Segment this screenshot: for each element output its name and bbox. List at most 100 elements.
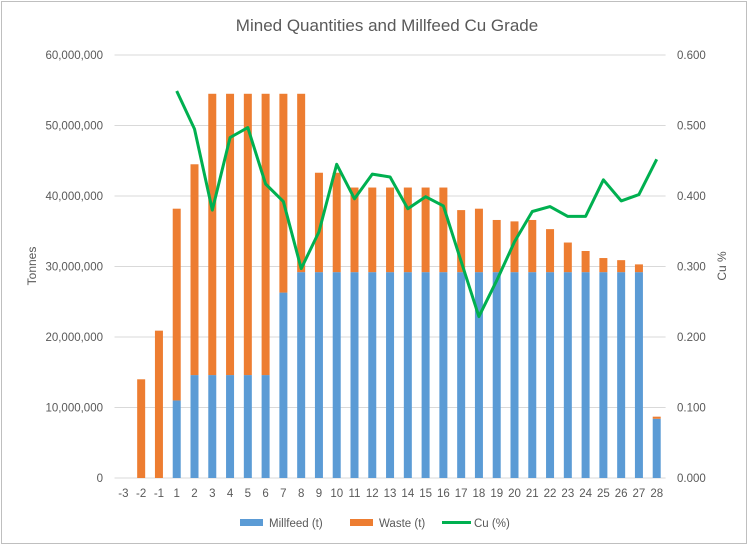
bar-waste	[421, 187, 430, 273]
x-tick-label: 3	[209, 488, 215, 500]
chart-title: Mined Quantities and Millfeed Cu Grade	[236, 16, 538, 35]
bar-millfeed	[439, 272, 448, 478]
bar-millfeed	[403, 272, 412, 478]
x-tick-label: 25	[597, 488, 610, 500]
bar-waste	[634, 264, 643, 273]
x-tick-label: 5	[245, 488, 251, 500]
bar-waste	[617, 260, 626, 273]
bar-waste	[581, 250, 590, 273]
bar-millfeed	[208, 375, 217, 478]
bar-waste	[137, 379, 146, 478]
bar-millfeed	[386, 272, 395, 478]
legend-swatch	[240, 519, 263, 526]
x-tick-label: 10	[330, 488, 343, 500]
bar-millfeed	[261, 375, 270, 478]
bar-waste	[279, 93, 288, 293]
y2-tick-label: 0.400	[677, 191, 706, 203]
bar-waste	[261, 93, 270, 376]
y-tick-label: 50,000,000	[45, 121, 103, 133]
bar-millfeed	[190, 375, 199, 478]
x-tick-label: 15	[419, 488, 432, 500]
bar-millfeed	[279, 292, 288, 478]
bar-waste	[510, 221, 519, 273]
x-tick-label: -2	[136, 488, 146, 500]
x-tick-label: 9	[316, 488, 322, 500]
x-tick-label: 22	[544, 488, 557, 500]
bar-waste	[368, 187, 377, 273]
x-tick-label: 20	[508, 488, 521, 500]
x-tick-label: 23	[561, 488, 574, 500]
bar-waste	[190, 164, 199, 376]
bar-waste	[154, 330, 163, 478]
bar-millfeed	[332, 272, 341, 478]
x-tick-label: 14	[401, 488, 414, 500]
bar-millfeed	[652, 418, 661, 478]
bar-millfeed	[226, 375, 235, 478]
bar-millfeed	[510, 272, 519, 478]
x-tick-label: 19	[490, 488, 503, 500]
bar-millfeed	[634, 272, 643, 478]
x-tick-label: 26	[615, 488, 628, 500]
y2-tick-label: 0.200	[677, 332, 706, 344]
bar-millfeed	[581, 272, 590, 478]
x-tick-label: 13	[384, 488, 397, 500]
y2-tick-label: 0.600	[677, 50, 706, 62]
x-tick-label: 11	[349, 488, 361, 500]
y2-tick-label: 0.300	[677, 262, 706, 274]
y-tick-label: 10,000,000	[45, 403, 103, 415]
x-tick-label: 28	[650, 488, 663, 500]
bar-millfeed	[350, 272, 359, 478]
bar-waste	[243, 93, 252, 376]
bar-millfeed	[563, 272, 572, 478]
y2-tick-label: 0.100	[677, 403, 706, 415]
x-tick-label: 12	[366, 488, 379, 500]
bar-millfeed	[492, 272, 501, 478]
line-cu-grade	[175, 90, 659, 319]
bar-waste	[386, 187, 395, 273]
x-tick-label: 1	[174, 488, 180, 500]
bar-waste	[297, 93, 306, 273]
y2-tick-label: 0.000	[677, 473, 706, 485]
y2-tick-label: 0.500	[677, 121, 706, 133]
x-tick-label: 8	[298, 488, 304, 500]
bar-waste	[172, 208, 181, 401]
bar-millfeed	[243, 375, 252, 478]
bar-waste	[599, 258, 608, 273]
bar-millfeed	[546, 272, 555, 478]
bar-millfeed	[421, 272, 430, 478]
y-tick-label: 20,000,000	[45, 332, 103, 344]
x-tick-label: 16	[437, 488, 450, 500]
bar-millfeed	[457, 272, 466, 478]
bar-waste	[457, 210, 466, 273]
bar-millfeed	[617, 272, 626, 478]
x-tick-label: 24	[579, 488, 592, 500]
bar-waste	[439, 187, 448, 273]
y-tick-label: 0	[97, 473, 103, 485]
bar-millfeed	[528, 272, 537, 478]
bar-waste	[332, 172, 341, 273]
bar-waste	[314, 172, 323, 273]
bar-millfeed	[474, 272, 483, 478]
x-tick-label: 18	[473, 488, 486, 500]
bar-waste	[528, 219, 537, 273]
y-axis-title: Tonnes	[25, 247, 39, 286]
legend-label: Waste (t)	[379, 518, 425, 530]
bar-millfeed	[297, 272, 306, 478]
bar-waste	[474, 208, 483, 273]
bar-millfeed	[599, 272, 608, 478]
legend-label: Millfeed (t)	[269, 518, 323, 530]
bar-waste	[563, 242, 572, 273]
y2-axis-title: Cu %	[715, 251, 729, 281]
bar-millfeed	[314, 272, 323, 478]
bar-waste	[350, 187, 359, 273]
x-tick-label: 6	[262, 488, 268, 500]
bar-waste	[492, 219, 501, 273]
bar-waste	[208, 93, 217, 376]
x-tick-label: 4	[227, 488, 234, 500]
bar-millfeed	[368, 272, 377, 478]
bar-waste	[226, 93, 235, 376]
x-tick-label: 17	[455, 488, 468, 500]
